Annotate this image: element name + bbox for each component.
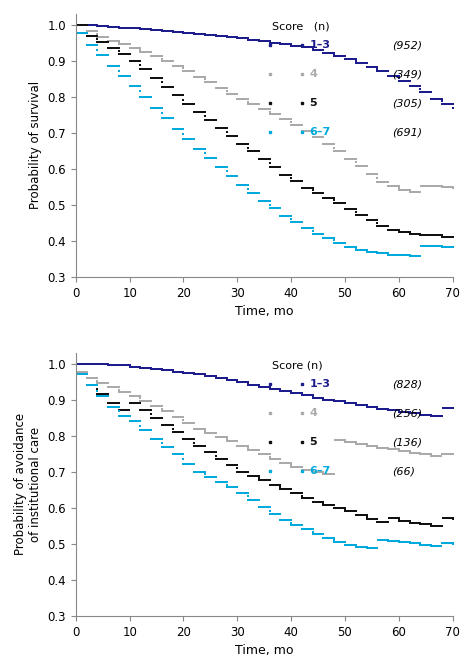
Text: (256): (256) bbox=[392, 409, 422, 418]
Text: (952): (952) bbox=[392, 40, 422, 50]
Text: 5: 5 bbox=[310, 437, 317, 448]
Text: 6–7: 6–7 bbox=[310, 127, 331, 138]
Text: 4: 4 bbox=[310, 409, 317, 418]
Text: 5: 5 bbox=[310, 98, 317, 108]
Text: 1–3: 1–3 bbox=[310, 379, 330, 389]
Text: (305): (305) bbox=[392, 98, 422, 108]
Text: (828): (828) bbox=[392, 379, 422, 389]
X-axis label: Time, mo: Time, mo bbox=[235, 305, 293, 318]
Text: Score (n): Score (n) bbox=[272, 361, 322, 371]
Y-axis label: Probability of survival: Probability of survival bbox=[29, 81, 42, 209]
Text: 6–7: 6–7 bbox=[310, 466, 331, 476]
Text: Score   (n): Score (n) bbox=[272, 21, 329, 32]
Text: (349): (349) bbox=[392, 69, 422, 79]
Text: (691): (691) bbox=[392, 127, 422, 138]
Text: (136): (136) bbox=[392, 437, 422, 448]
Text: (66): (66) bbox=[392, 466, 415, 476]
Text: 1–3: 1–3 bbox=[310, 40, 330, 50]
Y-axis label: Probability of avoidance
of institutional care: Probability of avoidance of institutiona… bbox=[14, 413, 42, 556]
X-axis label: Time, mo: Time, mo bbox=[235, 644, 293, 657]
Text: 4: 4 bbox=[310, 69, 317, 79]
